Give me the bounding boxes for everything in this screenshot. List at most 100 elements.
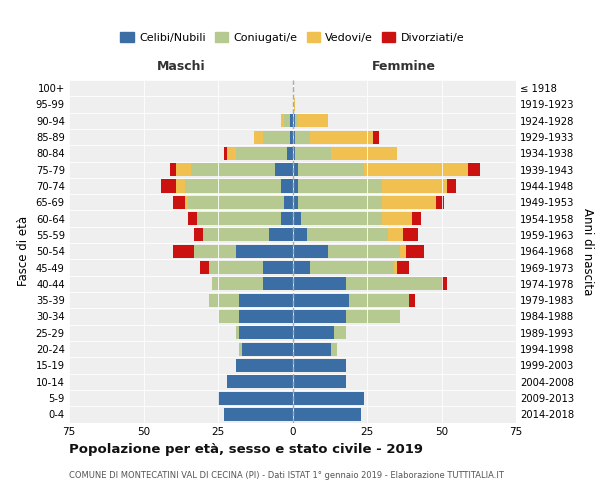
Bar (382, 212, 412, 225)
Bar (298, 114, 328, 128)
Bar (293, 310, 346, 323)
Bar (346, 278, 442, 290)
Bar (284, 196, 293, 209)
Bar (382, 180, 448, 192)
Bar (331, 342, 337, 355)
Text: COMUNE DI MONTECATINI VAL DI CECINA (PI) - Dati ISTAT 1° gennaio 2019 - Elaboraz: COMUNE DI MONTECATINI VAL DI CECINA (PI)… (69, 471, 504, 480)
Bar (293, 130, 295, 143)
Bar (209, 261, 263, 274)
Bar (224, 408, 293, 421)
Bar (307, 228, 388, 241)
Bar (200, 261, 209, 274)
Bar (263, 130, 290, 143)
Bar (212, 278, 263, 290)
Bar (239, 342, 242, 355)
Bar (293, 375, 346, 388)
Bar (295, 114, 298, 128)
Y-axis label: Anni di nascita: Anni di nascita (581, 208, 594, 295)
Bar (176, 163, 191, 176)
Bar (293, 294, 349, 306)
Bar (224, 147, 227, 160)
Bar (281, 114, 284, 128)
Bar (194, 228, 203, 241)
Bar (173, 196, 185, 209)
Bar (176, 180, 185, 192)
Bar (293, 342, 331, 355)
Bar (346, 310, 400, 323)
Bar (185, 196, 188, 209)
Bar (188, 196, 284, 209)
Bar (293, 147, 295, 160)
Bar (388, 228, 403, 241)
Bar (331, 147, 397, 160)
Bar (185, 180, 281, 192)
Bar (412, 212, 421, 225)
Bar (394, 261, 397, 274)
Bar (236, 359, 293, 372)
Bar (295, 130, 310, 143)
Bar (287, 147, 293, 160)
Bar (397, 261, 409, 274)
Bar (275, 163, 293, 176)
Legend: Celibi/Nubili, Coniugati/e, Vedovi/e, Divorziati/e: Celibi/Nubili, Coniugati/e, Vedovi/e, Di… (121, 32, 464, 43)
Bar (173, 244, 194, 258)
Bar (227, 375, 293, 388)
Bar (236, 147, 287, 160)
Bar (293, 359, 346, 372)
Bar (293, 244, 328, 258)
Bar (436, 196, 445, 209)
Bar (284, 114, 290, 128)
Bar (236, 326, 239, 340)
Bar (406, 244, 424, 258)
Bar (281, 212, 293, 225)
Bar (293, 114, 295, 128)
Bar (328, 244, 400, 258)
Bar (188, 212, 197, 225)
Bar (403, 228, 418, 241)
Bar (293, 98, 295, 111)
Bar (469, 163, 480, 176)
Bar (242, 342, 293, 355)
Bar (349, 294, 409, 306)
Bar (310, 261, 394, 274)
Bar (400, 244, 406, 258)
Bar (290, 130, 293, 143)
Bar (194, 244, 236, 258)
Text: Maschi: Maschi (157, 60, 205, 73)
Bar (263, 278, 293, 290)
Bar (301, 212, 382, 225)
Bar (239, 326, 293, 340)
Bar (218, 392, 293, 404)
Bar (409, 294, 415, 306)
Bar (239, 294, 293, 306)
Bar (218, 310, 239, 323)
Y-axis label: Fasce di età: Fasce di età (17, 216, 30, 286)
Bar (293, 196, 298, 209)
Bar (161, 180, 176, 192)
Bar (293, 180, 298, 192)
Bar (290, 114, 293, 128)
Bar (382, 196, 436, 209)
Bar (293, 163, 298, 176)
Bar (293, 278, 346, 290)
Bar (209, 294, 239, 306)
Bar (310, 130, 373, 143)
Bar (298, 180, 382, 192)
Bar (293, 326, 334, 340)
Bar (442, 278, 448, 290)
Bar (269, 228, 293, 241)
Text: Femmine: Femmine (372, 60, 436, 73)
Bar (191, 163, 275, 176)
Bar (254, 130, 263, 143)
Bar (448, 180, 457, 192)
Bar (281, 180, 293, 192)
Text: Popolazione per età, sesso e stato civile - 2019: Popolazione per età, sesso e stato civil… (69, 442, 423, 456)
Bar (293, 261, 310, 274)
Bar (236, 244, 293, 258)
Bar (293, 212, 301, 225)
Bar (298, 163, 364, 176)
Bar (364, 163, 469, 176)
Bar (293, 228, 307, 241)
Bar (227, 147, 236, 160)
Bar (203, 228, 269, 241)
